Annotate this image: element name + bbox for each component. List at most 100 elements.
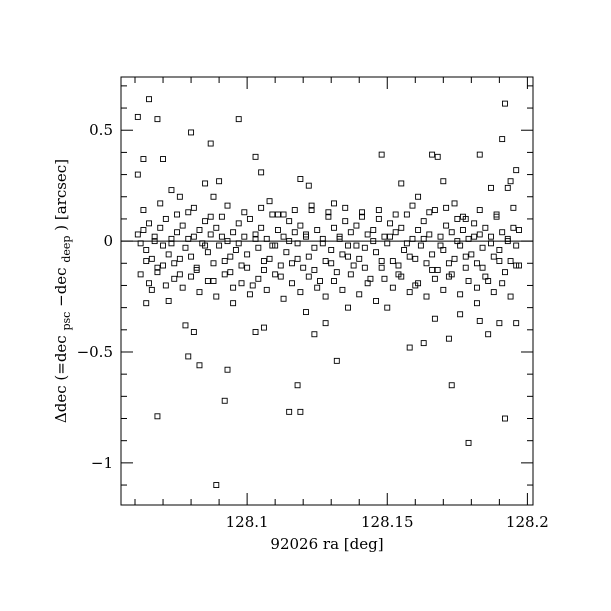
data-point [490,289,497,296]
data-point [202,180,209,187]
data-point [283,249,290,256]
data-point [146,96,152,103]
data-point [210,278,217,284]
data-point [260,324,267,331]
data-point [415,227,422,233]
data-point [513,262,520,269]
data-point [317,278,323,284]
data-point [488,233,494,240]
data-point [272,271,279,278]
data-point [241,209,248,216]
data-point [297,289,304,296]
data-point [440,286,447,293]
data-point [384,304,391,311]
data-point [291,207,298,214]
data-point [496,320,503,327]
data-point [387,220,394,227]
data-point [510,204,517,211]
data-point [345,304,351,311]
data-point [280,211,287,218]
data-point [232,247,239,253]
data-point [235,220,242,227]
y-axis-label: Δdec (=dec psc −dec deep ) [arcsec] [52,159,74,423]
data-point [289,280,295,287]
data-point [361,244,368,251]
data-point [218,213,225,220]
data-point [314,284,321,291]
data-point [431,207,438,214]
data-point [406,289,413,296]
data-point [230,284,237,291]
data-point [196,227,203,233]
data-point [426,209,433,216]
data-point [513,320,520,327]
y-tick-label: 0 [103,232,113,250]
data-point [345,253,351,260]
data-point [303,309,309,316]
data-point [499,280,506,287]
data-point [238,262,245,269]
data-point [476,207,483,214]
data-point [168,187,175,194]
data-point [286,218,293,225]
x-axis-label: 92026 ra [deg] [270,535,383,553]
data-point [479,244,486,251]
data-point [429,266,436,273]
data-point [160,262,166,269]
data-point [431,275,438,282]
data-point [143,300,150,307]
data-point [339,251,346,258]
data-point [207,140,214,147]
data-point [221,397,228,404]
data-point [381,233,388,240]
data-point [311,244,318,251]
y-axis-label-sub2: deep [60,236,73,263]
data-point [387,233,394,240]
plot-frame [120,76,534,506]
data-point [308,207,315,214]
data-point [143,247,150,253]
data-point [502,100,508,107]
data-point [140,156,147,163]
data-point [482,273,489,280]
data-point [176,271,183,278]
data-point [356,255,363,262]
data-point [443,222,450,229]
data-point [375,207,382,214]
data-point [429,251,436,258]
data-point [502,415,508,422]
data-point [347,229,354,236]
data-point [339,286,346,293]
y-tick-label: −0.5 [77,343,113,361]
y-axis-label-minus: −dec [52,267,70,306]
data-point [196,362,203,369]
data-point [462,253,469,260]
data-point [286,408,293,415]
data-point [415,193,422,200]
data-point [364,231,371,238]
data-point [359,209,365,216]
data-point [370,227,377,233]
data-point [373,298,379,304]
data-point [423,293,430,300]
data-point [513,242,520,249]
data-point [260,266,267,273]
data-point [230,300,237,307]
data-point [252,231,259,238]
data-point [275,227,281,233]
data-point [445,335,452,342]
data-point [227,269,234,276]
data-point [148,286,155,293]
data-point [417,242,424,249]
data-point [297,176,304,182]
data-point [297,222,304,229]
data-point [235,116,242,123]
data-point [496,258,503,265]
y-axis-label-prefix: Δdec (=dec [52,335,70,423]
data-point [516,227,522,233]
data-point [381,275,388,282]
data-point [137,271,144,278]
data-point [322,320,329,327]
data-point [328,260,335,267]
data-point [465,439,472,446]
